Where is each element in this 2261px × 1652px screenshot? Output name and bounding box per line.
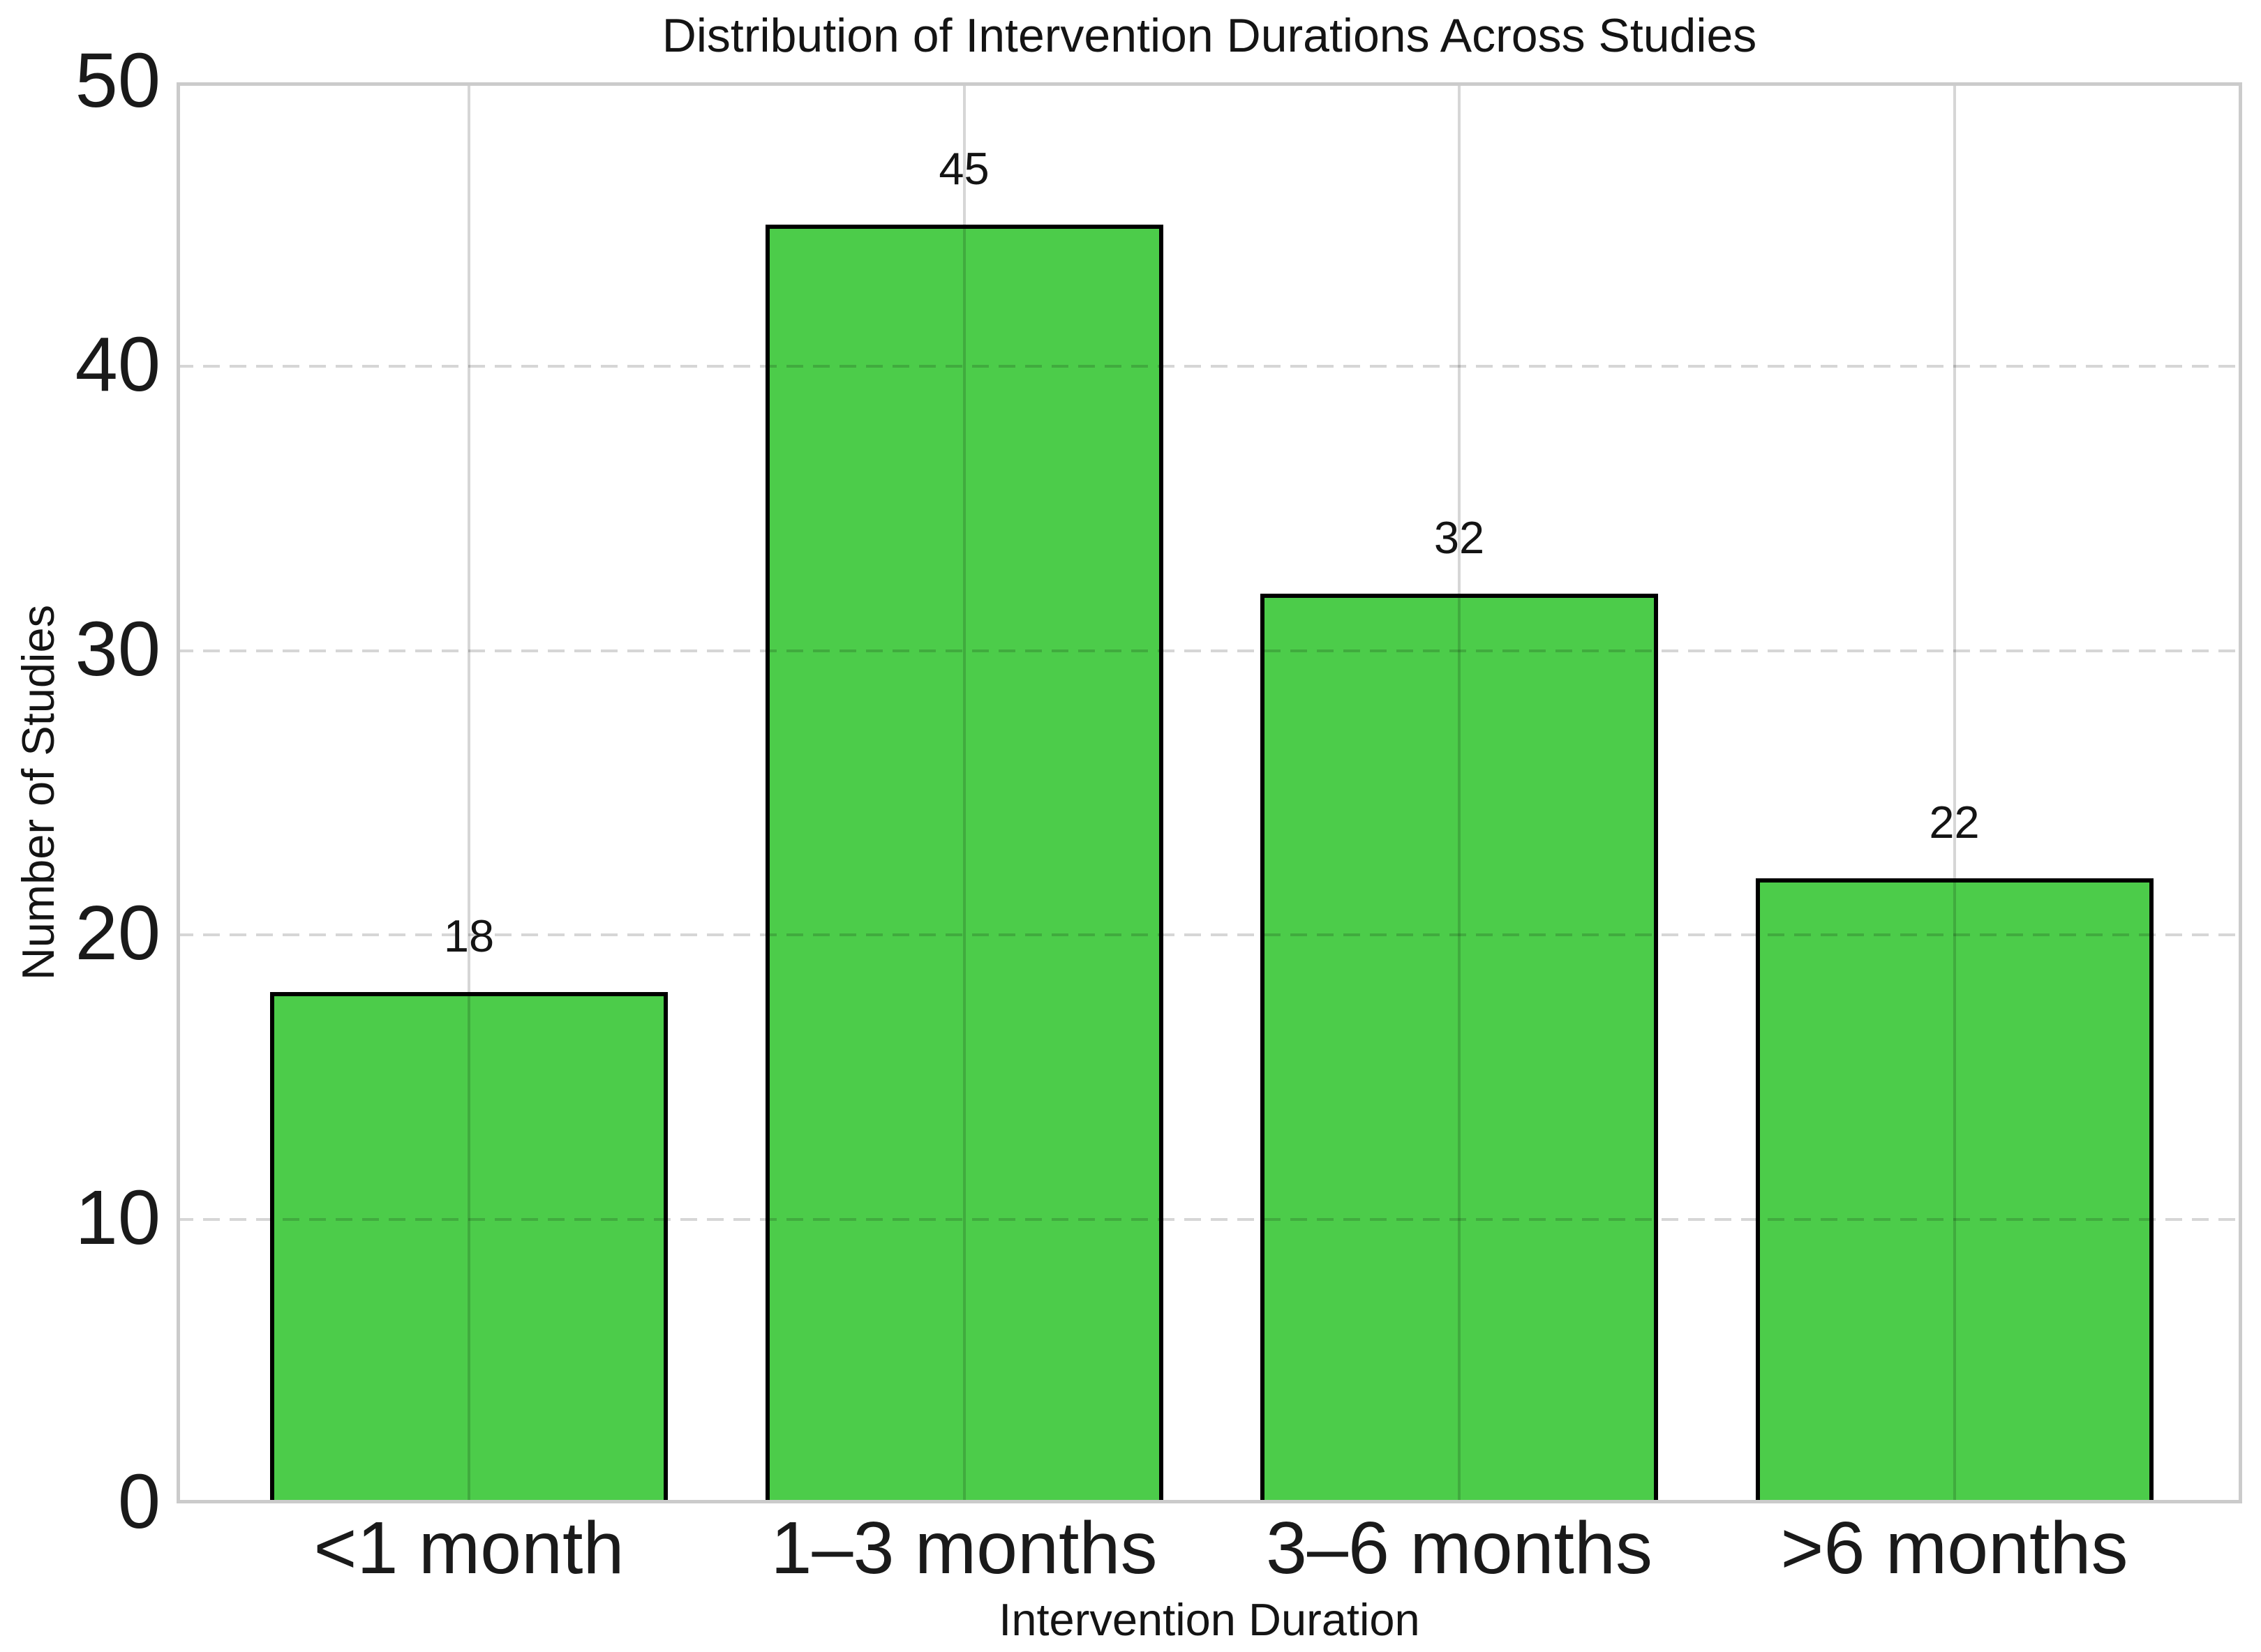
y-tick-label: 30: [75, 606, 161, 692]
plot-area: 18 45 32 22: [177, 82, 2242, 1503]
bar-value-label: 32: [1433, 512, 1485, 564]
bar-value-label: 22: [1929, 796, 1980, 848]
v-gridline: [468, 82, 470, 1503]
v-gridline: [1458, 82, 1461, 1503]
h-gridline: [177, 649, 2242, 652]
x-axis-title: Intervention Duration: [999, 1594, 1420, 1645]
bar-value-label: 18: [443, 910, 495, 961]
chart-title: Distribution of Intervention Durations A…: [662, 9, 1757, 62]
v-gridline: [1953, 82, 1956, 1503]
v-gridline: [962, 82, 966, 1503]
x-tick-label: >6 months: [1780, 1507, 2128, 1589]
y-tick-label: 40: [75, 322, 161, 408]
y-tick-label: 20: [75, 889, 161, 976]
x-tick-label: <1 month: [313, 1507, 625, 1589]
y-tick-label: 10: [75, 1174, 161, 1261]
y-tick-label: 0: [117, 1458, 161, 1545]
bar-value-label: 45: [939, 142, 990, 194]
x-tick-label: 1–3 months: [770, 1507, 1158, 1589]
y-tick-label: 50: [75, 37, 161, 123]
h-gridline: [177, 933, 2242, 937]
h-gridline: [177, 1217, 2242, 1221]
h-gridline: [177, 365, 2242, 368]
x-tick-label: 3–6 months: [1266, 1507, 1652, 1589]
